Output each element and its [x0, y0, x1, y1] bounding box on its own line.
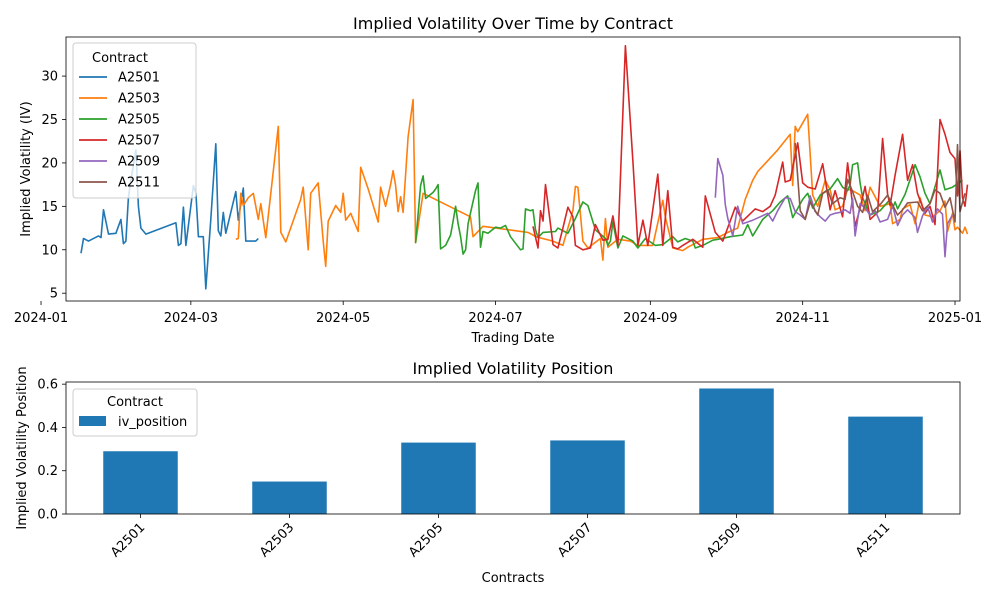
legend-label-a2501: A2501	[118, 71, 160, 86]
y-tick-label: 15	[41, 200, 58, 215]
line-chart-legend: Contract A2501 A2503 A2505 A2507 A2509 A2511	[72, 42, 197, 199]
bar-y-tick-label: 0.0	[37, 508, 58, 523]
series-line-a2507	[532, 44, 969, 251]
y-tick-label: 10	[41, 243, 58, 258]
legend-label-a2509: A2509	[118, 155, 160, 170]
x-tick-label: 2024-03	[164, 311, 218, 326]
series-line-a2511	[794, 142, 966, 223]
line-chart-frame	[65, 36, 961, 302]
bar-legend-title: Contract	[107, 395, 163, 410]
bar-x-tick-label: A2509	[704, 520, 744, 560]
line-legend-title: Contract	[92, 51, 148, 66]
bar-chart-legend: Contract iv_position	[72, 388, 198, 437]
bar-a2501	[103, 451, 178, 514]
bar-chart-x-axis-label: Contracts	[482, 571, 545, 586]
line-chart-series	[80, 44, 969, 290]
bar-chart-title: Implied Volatility Position	[413, 359, 614, 378]
bar-a2503	[252, 481, 327, 514]
bar-chart-y-axis-label: Implied Volatility Position	[15, 366, 30, 529]
line-chart-x-axis-label: Trading Date	[471, 331, 555, 346]
bar-y-tick-label: 0.2	[37, 464, 58, 479]
x-tick-label: 2024-05	[316, 311, 370, 326]
bar-a2507	[550, 440, 625, 514]
bar-chart-frame	[65, 381, 961, 515]
y-tick-label: 30	[41, 70, 58, 85]
series-line-a2509	[714, 157, 954, 258]
series-line-a2505	[414, 162, 963, 255]
legend-label-a2505: A2505	[118, 113, 160, 128]
x-tick-label: 2024-09	[623, 311, 677, 326]
y-tick-label: 25	[41, 113, 58, 128]
legend-label-a2511: A2511	[118, 176, 160, 191]
x-tick-label: 2024-01	[14, 311, 68, 326]
bar-legend-swatch	[79, 416, 106, 426]
bar-x-tick-label: A2511	[853, 520, 893, 560]
bar-a2509	[699, 388, 774, 514]
bar-chart: Implied Volatility Position 0.0 0.2 0.4 0.6…	[15, 359, 961, 586]
series-line-a2503	[235, 98, 969, 268]
x-tick-label: 2025-01	[928, 311, 982, 326]
series-line-a2501	[80, 143, 259, 290]
y-tick-label: 5	[50, 287, 58, 302]
bar-x-tick-label: A2501	[108, 520, 148, 560]
bar-a2505	[401, 442, 476, 514]
line-chart-ticks: 5 10 15 20 25 30 2024-01 2024-03 2024-05 2024-07 2…	[14, 70, 982, 326]
bar-x-tick-label: A2507	[555, 520, 595, 560]
line-chart-y-axis-label: Implied Volatility (IV)	[19, 101, 34, 237]
line-chart: Implied Volatility Over Time by Contract…	[14, 14, 982, 346]
x-tick-label: 2024-07	[468, 311, 522, 326]
bar-x-tick-label: A2503	[257, 520, 297, 560]
legend-label-a2503: A2503	[118, 92, 160, 107]
bar-chart-bars	[103, 388, 923, 514]
bar-x-tick-label: A2505	[406, 520, 446, 560]
bar-y-tick-label: 0.4	[37, 421, 58, 436]
bar-a2511	[848, 416, 923, 514]
line-legend-items: A2501 A2503 A2505 A2507 A2509 A2511	[79, 71, 160, 191]
legend-label-a2507: A2507	[118, 134, 160, 149]
bar-legend-label: iv_position	[118, 415, 187, 430]
x-tick-label: 2024-11	[776, 311, 830, 326]
line-chart-title: Implied Volatility Over Time by Contract	[353, 14, 673, 33]
bar-y-tick-label: 0.6	[37, 378, 58, 393]
line-legend-box	[72, 42, 197, 199]
y-tick-label: 20	[41, 156, 58, 171]
